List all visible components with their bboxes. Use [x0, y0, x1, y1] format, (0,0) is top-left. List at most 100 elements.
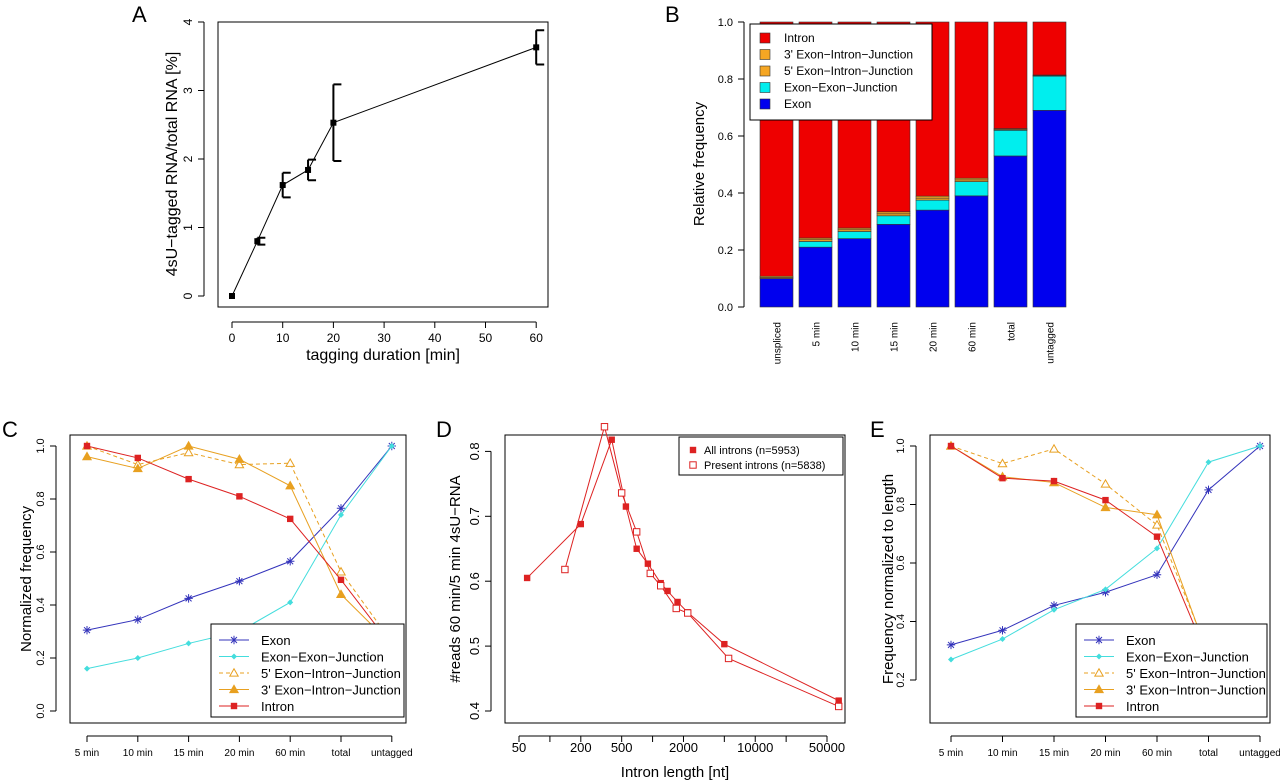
panel-a-y-tick-label: 4: [181, 18, 195, 25]
panel-c-x-tick-label: 60 min: [275, 748, 305, 759]
panel-c-point-intron: [134, 454, 141, 462]
panel-c-legend-marker: [229, 635, 239, 645]
panel-b-bar-exon-exon-junction: [798, 241, 833, 248]
panel-d-point-all-introns-n-5953: [835, 697, 842, 704]
panel-c-point-exon-exon-junction: [185, 640, 192, 647]
panel-a-x-tick-label: 40: [428, 331, 442, 345]
panel-c-point-exon: [82, 625, 92, 635]
panel-e-legend-marker: [1096, 653, 1102, 660]
panel-b-bar-exon-exon-junction: [993, 130, 1028, 157]
panel-c-legend-marker: [228, 667, 240, 677]
panel-e-point-exon: [1204, 485, 1213, 495]
panel-e-x-tick-label: 10 min: [987, 748, 1017, 759]
panel-c-line-intron: [86, 445, 393, 647]
panel-c-legend-label: Exon−Exon−Junction: [261, 650, 384, 665]
panel-c-point-3-exon-intron-junction: [335, 589, 347, 599]
panel-e-x-tick-label: 20 min: [1090, 748, 1120, 759]
panel-a-data-point: [305, 166, 312, 173]
panel-e-point-exon-exon-junction: [1205, 459, 1212, 466]
panel-b-bar-exon: [993, 155, 1028, 308]
panel-b-category-label: untagged: [1046, 322, 1057, 364]
panel-d-letter: D: [436, 417, 452, 442]
panel-e-x-tick-label: 60 min: [1142, 748, 1172, 759]
panel-b-category-label: 10 min: [851, 322, 862, 352]
panel-b-y-tick-label: 0.0: [718, 302, 733, 314]
panel-c-point-intron: [236, 493, 243, 500]
panel-c-letter: C: [2, 417, 18, 442]
panel-d-x-tick-label: 50000: [809, 740, 845, 755]
panel-e-point-3-exon-intron-junction: [1100, 502, 1111, 512]
panel-e-point-exon-exon-junction: [948, 656, 954, 663]
panel-b-legend-swatch: [759, 65, 771, 77]
panel-b-legend-label: 5' Exon−Intron−Junction: [784, 64, 913, 78]
panel-b-letter: B: [665, 2, 680, 27]
panel-e-line-exon: [950, 445, 1261, 646]
panel-b-bar-exon: [915, 209, 950, 308]
panel-c-point-exon-exon-junction: [388, 443, 395, 449]
panel-d-legend-label: Present introns (n=5838): [704, 460, 825, 472]
panel-e-point-3-exon-intron-junction: [1151, 509, 1163, 519]
panel-e: E Frequency normalized to length 5 min 10…: [870, 417, 1280, 759]
panel-e-y-axis-label: Frequency normalized to length: [880, 474, 897, 684]
panel-e-point-exon-exon-junction: [1102, 586, 1109, 593]
panel-e-point-exon: [1049, 601, 1059, 610]
panel-a-data-point: [330, 119, 337, 126]
panel-d-legend: All introns (n=5953) Present introns (n=5…: [678, 436, 844, 476]
panel-a-y-tick-label: 1: [181, 224, 195, 231]
panel-e-y-tick-label: 0.4: [895, 614, 907, 629]
panel-a-y-tick-label: 0: [181, 292, 195, 299]
panel-c-legend-marker: [231, 653, 237, 660]
panel-d-point-all-introns-n-5953: [608, 436, 615, 443]
panel-b-bar-exon: [798, 246, 833, 308]
panel-a-x-tick-label: 0: [229, 331, 236, 345]
panel-c-point-intron: [83, 442, 91, 450]
panel-d-y-tick-label: 0.4: [467, 702, 482, 720]
panel-e-letter: E: [870, 417, 885, 442]
panel-e-point-5-exon-intron-junction: [1100, 478, 1111, 488]
panel-c-legend-marker: [228, 684, 240, 694]
panel-b-bar-intron: [1032, 21, 1067, 76]
panel-b-y-tick-label: 0.6: [718, 131, 733, 143]
panel-a-x-tick-label: 20: [327, 331, 341, 345]
panel-c: C Normalized frequency 5 min 10 min 15 min…: [2, 417, 413, 759]
panel-c-point-exon-exon-junction: [338, 511, 344, 518]
panel-c-line-3-exon-intron-junction: [86, 445, 393, 646]
panel-a: A tagging duration [min] 4sU−tagged RNA/…: [132, 2, 549, 364]
panel-e-point-5-exon-intron-junction: [1048, 443, 1060, 453]
panel-e-point-exon-exon-junction: [1154, 545, 1160, 552]
panel-e-point-exon-exon-junction: [1051, 606, 1057, 613]
panel-a-y-tick-label: 2: [181, 155, 195, 162]
panel-c-point-intron: [287, 515, 294, 523]
panel-e-point-5-exon-intron-junction: [1151, 519, 1163, 529]
panel-d-point-all-introns-n-5953: [644, 560, 652, 567]
panel-d-x-tick-label: 2000: [669, 740, 698, 755]
panel-c-point-exon-exon-junction: [84, 665, 90, 672]
panel-d-point-present-introns-n-5838: [834, 702, 843, 711]
panel-c-line-exon: [86, 445, 393, 631]
panel-c-y-tick-label: 1.0: [35, 438, 47, 453]
panel-c-y-tick-label: 0.8: [35, 491, 47, 506]
panel-b-bar-exon: [759, 278, 794, 308]
panel-c-y-tick-label: 0.2: [35, 650, 47, 665]
panel-c-plot-frame: [69, 434, 407, 724]
panel-e-legend-marker: [1093, 667, 1105, 677]
panel-d-x-tick-label: 500: [611, 740, 633, 755]
panel-d-y-tick-label: 0.7: [467, 507, 482, 525]
panel-e-point-exon-exon-junction: [1257, 443, 1263, 449]
panel-d-x-tick-label: 200: [570, 740, 592, 755]
panel-b-y-tick-label: 0.4: [718, 188, 733, 200]
panel-c-y-axis-label: Normalized frequency: [18, 506, 35, 652]
panel-a-y-tick-label: 3: [181, 87, 195, 94]
panel-b-bar-exon-exon-junction: [915, 199, 950, 211]
panel-e-legend-label: Exon: [1126, 633, 1156, 648]
panel-b-bar-exon: [954, 195, 989, 308]
panel-b-legend-swatch: [759, 98, 771, 110]
panel-b-legend-label: Exon: [784, 97, 811, 111]
panel-d-point-present-introns-n-5838: [672, 604, 680, 613]
panel-c-point-5-exon-intron-junction: [335, 566, 347, 576]
panel-d-point-all-introns-n-5953: [577, 520, 585, 528]
panel-e-point-intron: [999, 474, 1006, 482]
panel-b-legend-swatch: [759, 82, 771, 93]
panel-c-y-tick-label: 0.6: [35, 544, 47, 559]
panel-e-legend-label: Exon−Exon−Junction: [1126, 650, 1249, 665]
